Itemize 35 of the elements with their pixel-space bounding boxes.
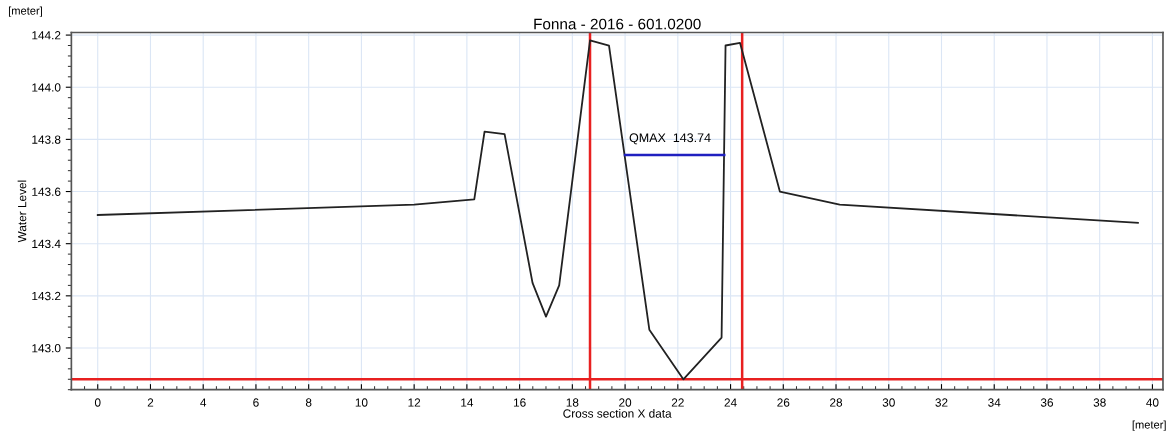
- x-tick-label: 38: [1093, 398, 1106, 407]
- y-tick-label: 143.8: [32, 135, 61, 144]
- x-tick-label: 34: [988, 398, 1001, 407]
- x-tick-label: 8: [305, 398, 312, 407]
- x-tick-label: 18: [566, 398, 579, 407]
- text: [meter]: [1132, 420, 1166, 431]
- y-axis-title: Water Level: [17, 180, 27, 243]
- x-tick-label: 30: [882, 398, 895, 407]
- line-series: [96, 39, 1139, 381]
- y-tick-label: 143.4: [32, 239, 61, 249]
- x-tick-label: 6: [253, 398, 259, 407]
- x-tick-label: 10: [355, 398, 368, 407]
- text: [meter]: [8, 6, 42, 17]
- y-tick-label: 143.0: [32, 344, 61, 353]
- y-tick-label: 144.2: [32, 31, 61, 40]
- x-tick-label: 20: [619, 398, 632, 407]
- y-tick-label: 144.0: [32, 83, 61, 92]
- y-tick-label: 143.6: [32, 187, 61, 196]
- x-tick-label: 26: [777, 398, 790, 407]
- x-tick-label: 14: [461, 398, 474, 407]
- x-tick-label: 28: [830, 398, 843, 407]
- x-axis-title: Cross section X data: [563, 409, 672, 418]
- x-tick-label: 0: [94, 398, 101, 407]
- x-tick-label: 2: [147, 398, 154, 407]
- x-tick-label: 32: [935, 398, 948, 407]
- series-label: QMAX 143.74: [629, 133, 711, 145]
- x-tick-label: 16: [513, 398, 526, 407]
- y-tick-label: 143.2: [32, 291, 61, 301]
- x-tick-label: 24: [724, 398, 737, 407]
- x-tick-label: 22: [671, 398, 684, 407]
- x-tick-label: 4: [200, 398, 207, 407]
- x-tick-label: 12: [408, 398, 421, 407]
- x-tick-label: 36: [1040, 398, 1054, 407]
- x-tick-label: 40: [1146, 398, 1159, 407]
- chart-title: Fonna - 2016 - 601.0200: [534, 18, 701, 30]
